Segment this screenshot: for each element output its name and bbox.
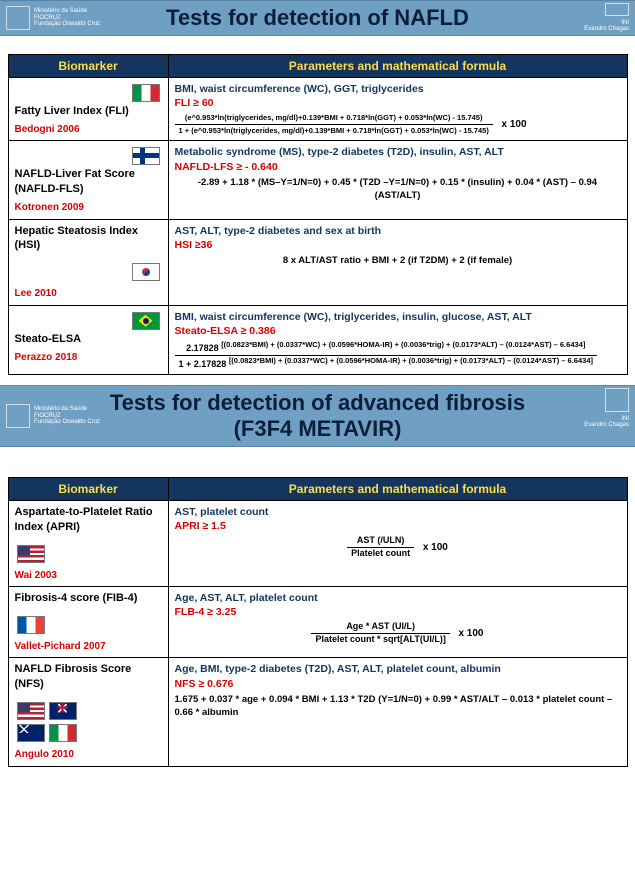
flag-usa-icon	[17, 702, 45, 720]
table-row: Aspartate-to-Platelet Ratio Index (APRI)…	[8, 500, 627, 586]
params-list: Metabolic syndrome (MS), type-2 diabetes…	[175, 146, 504, 158]
table-row: Steato-ELSA Perazzo 2018 BMI, waist circ…	[8, 305, 627, 374]
params-list: BMI, waist circumference (WC), GGT, trig…	[175, 83, 424, 95]
formula: 1.675 + 0.037 * age + 0.094 * BMI + 1.13…	[175, 694, 621, 720]
flag-uk-icon	[49, 702, 77, 720]
flag-australia-icon	[17, 724, 45, 742]
nafld-header-params: Parameters and mathematical formula	[168, 55, 627, 78]
biomarker-name: Aspartate-to-Platelet Ratio Index (APRI)	[15, 505, 162, 535]
fibrosis-table: Biomarker Parameters and mathematical fo…	[8, 477, 628, 767]
banner-fibrosis: Ministério da Saúde FIOCRUZ Fundação Osw…	[0, 385, 635, 447]
formula: 8 x ALT/AST ratio + BMI + 2 (if T2DM) + …	[175, 255, 621, 268]
fiocruz-logo-icon	[6, 6, 30, 30]
formula: (e^0.953*ln(triglycerides, mg/dl)+0.139*…	[175, 113, 621, 136]
banner-nafld: Ministério da Saúde FIOCRUZ Fundação Osw…	[0, 0, 635, 36]
flag-korea-icon	[132, 263, 160, 281]
flag-italy-icon	[49, 724, 77, 742]
biomarker-name: NAFLD Fibrosis Score (NFS)	[15, 662, 162, 692]
params-list: AST, platelet count	[175, 506, 269, 518]
biomarker-citation: Lee 2010	[15, 287, 162, 301]
biomarker-citation: Angulo 2010	[15, 748, 162, 762]
banner-right-logo: INI Evandro Chagas	[584, 3, 629, 33]
threshold: FLB-4 ≥ 3.25	[175, 605, 621, 619]
table-row: Fibrosis-4 score (FIB-4) Vallet-Pichard …	[8, 587, 627, 658]
banner-right-text: INI Evandro Chagas	[584, 20, 629, 33]
biomarker-name: NAFLD-Liver Fat Score (NAFLD-FLS)	[15, 167, 162, 197]
flag-france-icon	[17, 616, 45, 634]
biomarker-citation: Perazzo 2018	[15, 351, 162, 365]
banner-left-logo: Ministério da Saúde FIOCRUZ Fundação Osw…	[6, 388, 100, 444]
threshold: NAFLD-LFS ≥ - 0.640	[175, 160, 621, 174]
formula: Age * AST (UI/L) Platelet count * sqrt[A…	[175, 622, 621, 645]
table-row: NAFLD Fibrosis Score (NFS) Angulo 2010 A…	[8, 658, 627, 766]
fiocruz-logo-icon	[6, 404, 30, 428]
flag-usa-icon	[17, 545, 45, 563]
threshold: FLI ≥ 60	[175, 96, 621, 110]
biomarker-name: Steato-ELSA	[15, 332, 162, 347]
nafld-table: Biomarker Parameters and mathematical fo…	[8, 54, 628, 375]
threshold: APRI ≥ 1.5	[175, 519, 621, 533]
table-row: Hepatic Steatosis Index (HSI) Lee 2010 A…	[8, 219, 627, 305]
biomarker-name: Fatty Liver Index (FLI)	[15, 104, 162, 119]
params-list: Age, BMI, type-2 diabetes (T2D), AST, AL…	[175, 663, 501, 675]
biomarker-citation: Vallet-Pichard 2007	[15, 640, 162, 654]
banner-left-logo: Ministério da Saúde FIOCRUZ Fundação Osw…	[6, 3, 100, 33]
threshold: HSI ≥36	[175, 238, 621, 252]
nafld-header-biomarker: Biomarker	[8, 55, 168, 78]
table-row: NAFLD-Liver Fat Score (NAFLD-FLS) Kotron…	[8, 141, 627, 219]
biomarker-name: Hepatic Steatosis Index (HSI)	[15, 224, 162, 254]
flag-finland-icon	[132, 147, 160, 165]
biomarker-citation: Wai 2003	[15, 569, 162, 583]
flag-cluster	[15, 700, 79, 744]
biomarker-name: Fibrosis-4 score (FIB-4)	[15, 591, 162, 606]
formula: AST (/ULN) Platelet count x 100	[175, 536, 621, 559]
params-list: BMI, waist circumference (WC), triglycer…	[175, 311, 532, 323]
params-list: Age, AST, ALT, platelet count	[175, 592, 318, 604]
banner-right-text: INI Evandro Chagas	[584, 416, 629, 429]
params-list: AST, ALT, type-2 diabetes and sex at bir…	[175, 225, 382, 237]
flag-brazil-icon	[132, 312, 160, 330]
banner-left-text: Ministério da Saúde FIOCRUZ Fundação Osw…	[34, 8, 100, 28]
ini-logo-icon	[605, 3, 629, 16]
formula: 2.17828 [(0.0823*BMI) + (0.0337*WC) + (0…	[175, 341, 621, 370]
flag-italy-icon	[132, 84, 160, 102]
banner-right-logo: INI Evandro Chagas	[584, 388, 629, 444]
ini-logo-icon	[605, 388, 629, 412]
table-row: Fatty Liver Index (FLI) Bedogni 2006 BMI…	[8, 78, 627, 141]
fibrosis-header-params: Parameters and mathematical formula	[168, 477, 627, 500]
fibrosis-header-biomarker: Biomarker	[8, 477, 168, 500]
threshold: NFS ≥ 0.676	[175, 677, 621, 691]
biomarker-citation: Kotronen 2009	[15, 201, 162, 215]
threshold: Steato-ELSA ≥ 0.386	[175, 324, 621, 338]
banner-left-text: Ministério da Saúde FIOCRUZ Fundação Osw…	[34, 406, 100, 426]
biomarker-citation: Bedogni 2006	[15, 123, 162, 137]
formula: -2.89 + 1.18 * (MS–Y=1/N=0) + 0.45 * (T2…	[175, 177, 621, 203]
